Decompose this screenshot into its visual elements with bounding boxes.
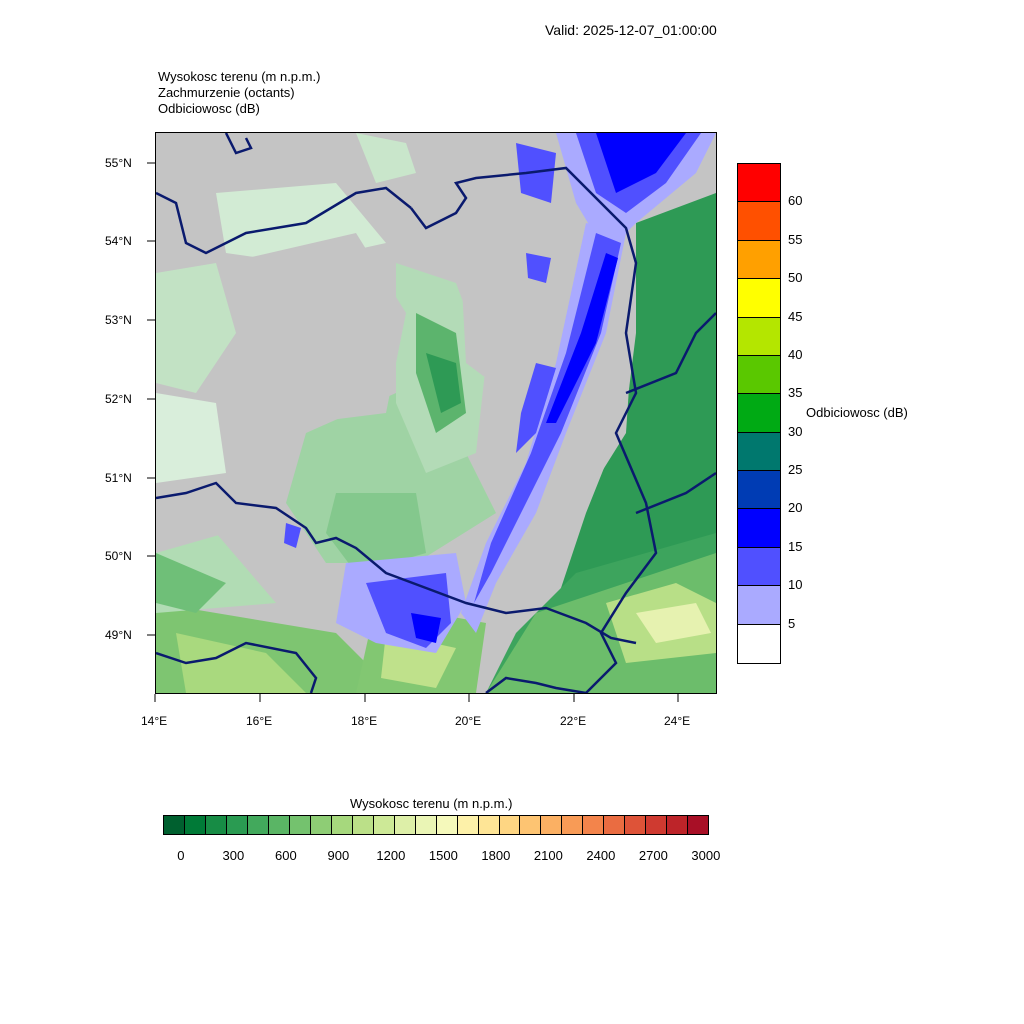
lat-label-49: 49°N (105, 628, 132, 642)
terrain-swatch (436, 816, 458, 834)
terrain-swatch (499, 816, 521, 834)
reflectivity-swatch (738, 317, 780, 356)
terrain-legend-title: Wysokosc terenu (m n.p.m.) (350, 796, 513, 811)
lat-label-50: 50°N (105, 549, 132, 563)
reflectivity-legend-label: 10 (788, 577, 803, 593)
terrain-legend-label: 1500 (428, 848, 458, 863)
terrain-swatch (688, 816, 709, 834)
reflectivity-legend-label: 30 (788, 423, 803, 439)
reflectivity-swatch (738, 279, 780, 318)
reflectivity-legend-label: 20 (788, 500, 803, 516)
terrain-swatch (164, 816, 185, 834)
terrain-swatch (541, 816, 563, 834)
reflectivity-legend-label: 50 (788, 270, 803, 286)
terrain-swatch (352, 816, 374, 834)
reflectivity-swatch (738, 240, 780, 280)
terrain-swatch (310, 816, 332, 834)
terrain-colorbar (163, 815, 709, 835)
terrain-legend-label: 2400 (586, 848, 616, 863)
terrain-legend-label: 1200 (376, 848, 406, 863)
title-cloud-cover: Zachmurzenie (octants) (158, 85, 295, 100)
lat-label-52: 52°N (105, 392, 132, 406)
terrain-legend-label: 3000 (691, 848, 721, 863)
reflectivity-legend-label: 25 (788, 462, 803, 478)
reflectivity-colorbar (737, 163, 781, 664)
terrain-swatch (604, 816, 626, 834)
reflectivity-legend-label: 15 (788, 538, 803, 554)
reflectivity-swatch (738, 432, 780, 471)
terrain-swatch (331, 816, 353, 834)
terrain-swatch (415, 816, 437, 834)
reflectivity-swatch (738, 355, 780, 395)
terrain-legend-label: 2700 (638, 848, 668, 863)
lon-label-20: 20°E (455, 714, 482, 728)
lat-label-51: 51°N (105, 471, 132, 485)
terrain-swatch (562, 816, 584, 834)
terrain-swatch (625, 816, 647, 834)
reflectivity-layer (284, 133, 716, 653)
map-canvas (156, 133, 716, 693)
terrain-legend-label: 0 (177, 848, 185, 863)
lat-label-55: 55°N (105, 156, 132, 170)
terrain-layer (156, 133, 716, 693)
border-layer (156, 133, 716, 693)
lon-label-24: 24°E (664, 714, 691, 728)
terrain-swatch (289, 816, 311, 834)
lon-label-18: 18°E (351, 714, 378, 728)
terrain-swatch (667, 816, 689, 834)
reflectivity-legend-title: Odbiciowosc (dB) (806, 405, 908, 420)
reflectivity-legend-label: 55 (788, 231, 803, 247)
terrain-legend-label: 2100 (533, 848, 563, 863)
reflectivity-legend-label: 35 (788, 385, 803, 401)
lon-label-22: 22°E (560, 714, 587, 728)
terrain-swatch (184, 816, 206, 834)
terrain-legend-label: 300 (222, 848, 245, 863)
reflectivity-legend-label: 40 (788, 346, 803, 362)
terrain-swatch (520, 816, 542, 834)
terrain-swatch (226, 816, 248, 834)
reflectivity-legend-label: 45 (788, 308, 803, 324)
reflectivity-legend-label: 60 (788, 193, 803, 209)
reflectivity-swatch (738, 624, 780, 663)
terrain-swatch (247, 816, 269, 834)
reflectivity-legend-label: 5 (788, 615, 796, 631)
reflectivity-swatch (738, 164, 780, 203)
lon-label-16: 16°E (246, 714, 273, 728)
lon-label-14: 14°E (141, 714, 168, 728)
reflectivity-swatch (738, 547, 780, 587)
lat-label-54: 54°N (105, 234, 132, 248)
terrain-legend-label: 900 (327, 848, 350, 863)
terrain-swatch (457, 816, 479, 834)
reflectivity-swatch (738, 394, 780, 433)
terrain-swatch (583, 816, 605, 834)
terrain-swatch (646, 816, 668, 834)
valid-time-label: Valid: 2025-12-07_01:00:00 (545, 22, 717, 38)
title-terrain: Wysokosc terenu (m n.p.m.) (158, 69, 321, 84)
terrain-legend-label: 600 (274, 848, 297, 863)
terrain-swatch (478, 816, 500, 834)
reflectivity-swatch (738, 509, 780, 548)
terrain-swatch (268, 816, 290, 834)
lat-label-53: 53°N (105, 313, 132, 327)
terrain-swatch (373, 816, 395, 834)
terrain-swatch (394, 816, 416, 834)
terrain-legend-label: 1800 (481, 848, 511, 863)
reflectivity-swatch (738, 202, 780, 241)
title-reflectivity: Odbiciowosc (dB) (158, 101, 260, 116)
reflectivity-swatch (738, 471, 780, 510)
reflectivity-swatch (738, 586, 780, 625)
map-panel[interactable] (155, 132, 717, 694)
terrain-swatch (205, 816, 227, 834)
